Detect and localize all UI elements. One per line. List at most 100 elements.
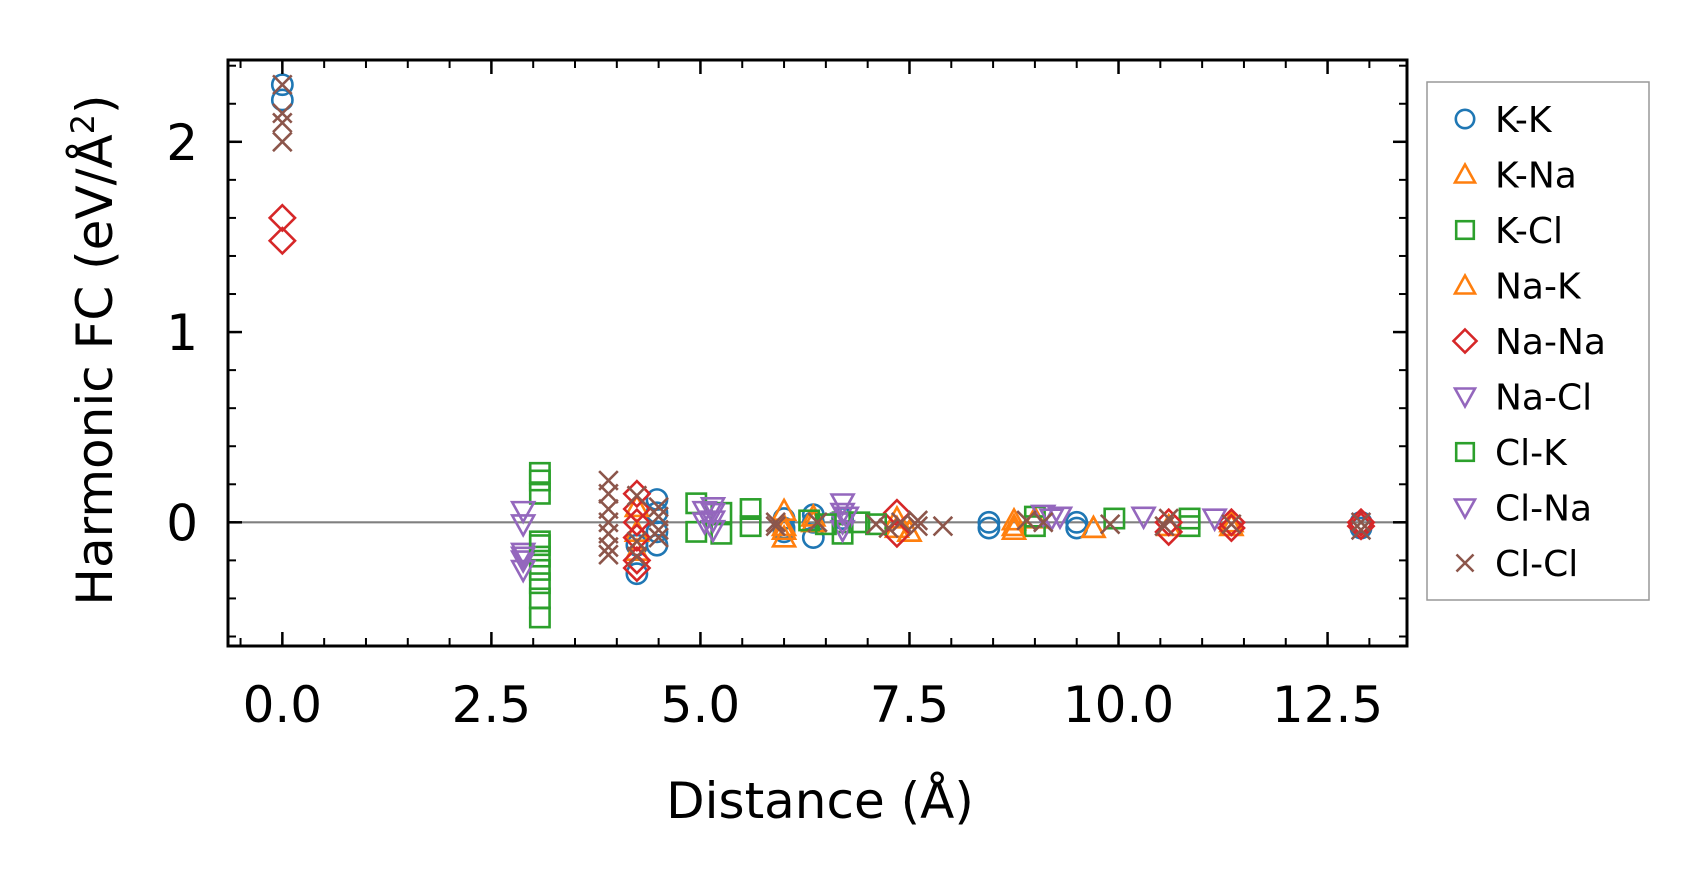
data-point — [1216, 507, 1246, 537]
legend-label: Na-Na — [1495, 322, 1606, 363]
y-tick-label: 0 — [166, 494, 198, 552]
legend-marker — [1452, 161, 1478, 184]
data-point — [739, 498, 762, 520]
legend-label: K-K — [1495, 100, 1553, 141]
data-point — [977, 516, 1001, 540]
data-point — [267, 203, 297, 233]
legend-label: Na-K — [1495, 267, 1582, 308]
data-point — [528, 572, 551, 595]
data-point — [1158, 508, 1179, 529]
plot-area — [228, 73, 1407, 629]
data-point — [1065, 510, 1089, 534]
data-point — [598, 544, 619, 565]
data-point — [1221, 513, 1242, 535]
legend-marker — [1451, 327, 1479, 355]
data-point — [622, 479, 652, 509]
data-point — [509, 542, 537, 567]
legend-label: K-Cl — [1495, 211, 1563, 252]
x-axis-label: Distance (Å) — [666, 772, 974, 830]
series-na-cl — [509, 493, 1228, 584]
legend-marker — [1454, 441, 1476, 463]
data-point — [699, 519, 727, 544]
data-point — [1350, 512, 1372, 533]
data-point — [625, 562, 649, 586]
data-point — [1080, 514, 1107, 539]
data-point — [648, 496, 669, 518]
data-point — [977, 510, 1001, 534]
data-point — [1201, 508, 1228, 533]
tick-labels: 0.0 2.5 5.0 7.5 10.0 12.5 0 1 2 — [166, 114, 1383, 734]
legend-label: K-Na — [1495, 156, 1577, 197]
data-point — [907, 515, 929, 537]
x-tick-label: 7.5 — [870, 676, 950, 734]
data-point — [691, 512, 718, 537]
data-point — [1023, 515, 1046, 538]
data-point — [528, 461, 551, 484]
data-point — [878, 517, 899, 539]
data-point — [528, 530, 551, 553]
legend-marker — [1452, 272, 1478, 295]
data-point — [1178, 507, 1201, 530]
data-point — [528, 482, 551, 505]
x-tick-label: 2.5 — [452, 676, 532, 734]
data-point — [528, 606, 551, 629]
legend-marker — [1454, 108, 1476, 130]
data-point — [770, 523, 798, 548]
data-point — [272, 103, 293, 124]
series-k-k — [270, 73, 1373, 586]
x-tick-label: 12.5 — [1272, 676, 1383, 734]
y-tick-label: 2 — [166, 114, 198, 172]
legend-label: Cl-K — [1495, 433, 1568, 474]
data-point — [626, 485, 648, 506]
plot-frame — [226, 58, 1409, 648]
legend-label: Na-Cl — [1495, 378, 1592, 419]
data-point — [1154, 507, 1184, 537]
data-point — [272, 131, 293, 153]
data-point — [648, 519, 669, 541]
data-point — [626, 546, 648, 567]
data-point — [890, 512, 912, 533]
data-point — [1346, 507, 1376, 537]
data-point — [865, 513, 887, 535]
data-point — [1130, 506, 1157, 531]
legend-marker — [1455, 553, 1475, 573]
x-tick-label: 10.0 — [1063, 676, 1174, 734]
data-point — [691, 500, 718, 525]
axis-ticks — [226, 58, 1409, 648]
legend-label: Cl-Na — [1495, 489, 1592, 530]
data-point — [739, 515, 762, 538]
legend-marker — [1452, 498, 1478, 521]
x-tick-label: 5.0 — [661, 676, 741, 734]
series-cl-na — [509, 500, 1065, 571]
data-point — [765, 512, 786, 533]
data-point — [509, 559, 537, 584]
data-point — [509, 546, 537, 571]
legend-marker — [1454, 219, 1476, 241]
data-point — [1016, 510, 1037, 531]
data-point — [622, 507, 652, 537]
data-point — [528, 469, 551, 492]
data-point — [626, 531, 648, 552]
data-point — [907, 510, 929, 531]
legend-marker — [1452, 387, 1478, 410]
data-point — [622, 545, 652, 575]
x-tick-label: 0.0 — [243, 676, 323, 734]
data-point — [1000, 512, 1028, 537]
series-k-na — [623, 493, 1245, 561]
data-point — [509, 514, 537, 538]
data-point — [509, 500, 537, 525]
legend: K-K K-Na K-Cl Na-K Na-Na Na-Cl Cl-K Cl-Na Cl-Cl — [1426, 81, 1650, 601]
data-point — [270, 73, 294, 97]
data-point — [623, 493, 651, 518]
y-tick-label: 1 — [166, 304, 198, 362]
data-point — [272, 112, 293, 134]
legend-label: Cl-Cl — [1495, 544, 1578, 585]
data-point — [699, 497, 727, 521]
data-point — [807, 512, 828, 533]
data-point — [1178, 515, 1201, 538]
data-point — [598, 536, 619, 558]
data-point — [645, 520, 669, 544]
data-point — [1033, 512, 1054, 533]
data-point — [267, 226, 297, 256]
